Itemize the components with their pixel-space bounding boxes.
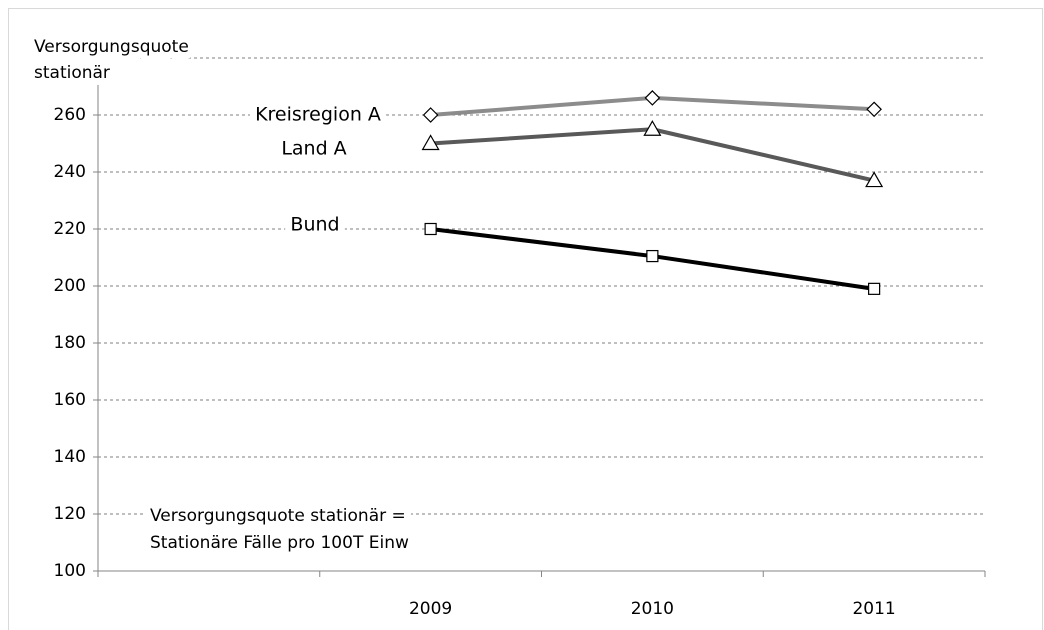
y-tick-label: 260 bbox=[54, 105, 86, 125]
frame bbox=[8, 8, 1043, 630]
marker bbox=[866, 101, 882, 118]
series-label: Bund bbox=[290, 214, 339, 236]
marker bbox=[868, 282, 881, 295]
annotation: Versorgungsquote stationär = bbox=[150, 506, 406, 526]
x-tick-label: 2010 bbox=[631, 599, 674, 619]
y-tick-label: 180 bbox=[54, 333, 86, 353]
marker bbox=[646, 249, 659, 263]
marker bbox=[643, 120, 662, 136]
marker bbox=[422, 107, 439, 123]
y-tick-label: 160 bbox=[54, 390, 86, 410]
y-tick-label: 240 bbox=[54, 162, 86, 182]
marker bbox=[865, 171, 884, 188]
y-tick-label: 100 bbox=[54, 561, 86, 581]
series-line bbox=[430, 127, 875, 183]
series-label: Land A bbox=[281, 138, 346, 160]
marker bbox=[421, 134, 440, 151]
y-tick-label: 140 bbox=[54, 447, 86, 467]
marker bbox=[424, 222, 437, 236]
y-axis-title: stationär bbox=[34, 63, 110, 83]
labels: 100 120 140 160 180 200 220 240 260 2009 2010 2011 V… bbox=[27, 30, 896, 619]
x-tick-label: 2009 bbox=[409, 599, 452, 619]
y-axis-title: Versorgungsquote bbox=[34, 37, 189, 57]
marker bbox=[644, 90, 661, 106]
grid bbox=[93, 57, 986, 577]
y-tick-label: 120 bbox=[54, 504, 86, 524]
x-tick-label: 2011 bbox=[852, 599, 895, 619]
y-tick-label: 200 bbox=[54, 276, 86, 296]
y-tick-label: 220 bbox=[54, 219, 86, 239]
series-label: Kreisregion A bbox=[255, 104, 381, 126]
annotation: Stationäre Fälle pro 100T Einw bbox=[150, 533, 409, 553]
